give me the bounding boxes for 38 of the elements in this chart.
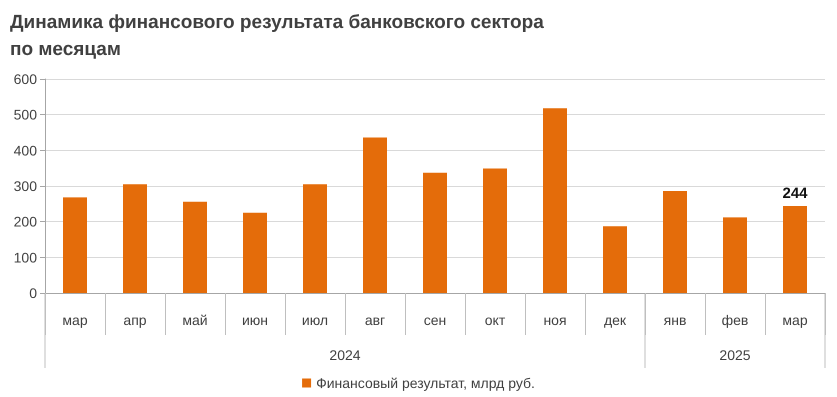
bar — [183, 202, 207, 293]
data-label: 244 — [782, 184, 808, 202]
bar — [543, 108, 567, 293]
y-tick-label: 200 — [14, 214, 38, 230]
x-tick-label: мар — [62, 312, 88, 328]
y-tick-label: 100 — [14, 249, 38, 266]
bar — [423, 172, 447, 293]
text: 2024 — [329, 347, 361, 363]
legend-label: Финансовый результат, млрд руб. — [316, 375, 535, 391]
x-tick-label: май — [182, 312, 208, 328]
bar — [663, 190, 687, 293]
y-tick-label: 400 — [14, 142, 38, 158]
x-tick-label: июн — [242, 312, 268, 328]
bar — [483, 168, 507, 293]
bar — [63, 197, 87, 293]
x-tick-label: апр — [123, 312, 147, 328]
bar — [783, 206, 807, 293]
bar — [603, 226, 627, 293]
bar — [243, 212, 267, 293]
x-tick-label: янв — [664, 312, 686, 328]
y-tick-label: 0 — [29, 285, 38, 301]
x-tick-label: дек — [604, 312, 627, 328]
y-tick-label: 500 — [14, 106, 38, 123]
bar — [723, 217, 747, 293]
x-tick-label: окт — [484, 312, 506, 328]
y-tick-label: 300 — [14, 178, 38, 194]
x-tick-label: июл — [302, 312, 328, 328]
text: 2025 — [719, 347, 751, 363]
bar — [123, 184, 147, 293]
bar — [363, 137, 387, 293]
x-tick-label: фев — [722, 312, 748, 328]
y-tick-label: 600 — [14, 71, 38, 87]
bar — [303, 184, 327, 293]
x-tick-label: ноя — [543, 312, 567, 328]
x-tick-label: мар — [782, 312, 808, 328]
chart-title: Динамика финансового результата банковского сектора по месяцам — [10, 12, 544, 60]
x-tick-label: авг — [364, 312, 386, 328]
x-tick-label: сен — [424, 312, 446, 328]
